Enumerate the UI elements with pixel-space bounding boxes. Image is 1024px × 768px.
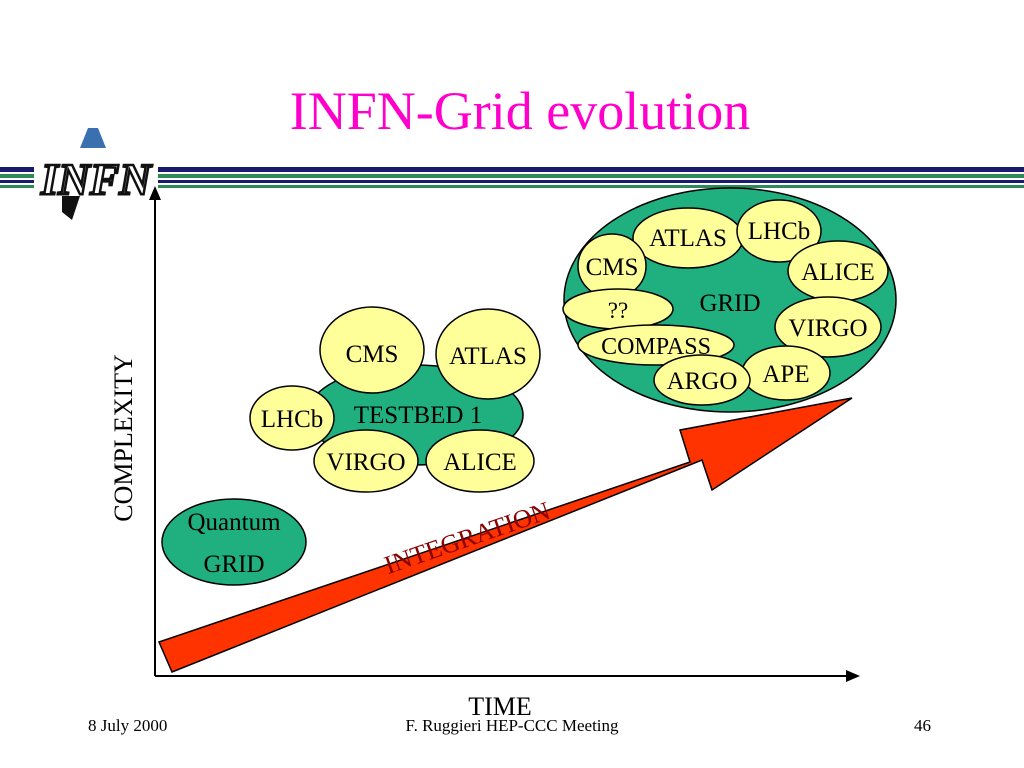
grid-member-alice: ALICE (801, 259, 875, 286)
grid-member-argo: ARGO (667, 368, 738, 395)
quantum-line-1: Quantum (187, 509, 281, 536)
grid-member-ape: APE (762, 361, 809, 388)
infn-logo: INFN (34, 128, 158, 220)
y-axis-label: COMPLEXITY (109, 354, 138, 522)
x-axis-label: TIME (468, 692, 532, 721)
testbed-label: TESTBED 1 (354, 402, 482, 429)
testbed-member-atlas: ATLAS (449, 343, 527, 370)
testbed-member-alice: ALICE (443, 449, 517, 476)
testbed-member-cms: CMS (346, 341, 399, 368)
quantum-line-2: GRID (203, 551, 264, 578)
grid-label: GRID (699, 290, 760, 317)
header-stripes (0, 167, 1024, 188)
testbed-cluster: TESTBED 1 CMS ATLAS LHCb VIRGO ALICE (249, 306, 541, 493)
grid-member-lhcb: LHCb (748, 218, 811, 245)
x-axis-arrowhead (846, 670, 860, 682)
grid-member-cms: CMS (586, 254, 639, 281)
quantum-grid-node: Quantum GRID (161, 498, 307, 586)
footer-page-number: 46 (914, 716, 931, 735)
testbed-member-lhcb: LHCb (261, 406, 324, 433)
footer-date: 8 July 2000 (88, 716, 168, 735)
grid-member-atlas: ATLAS (649, 225, 727, 252)
slide-title: INFN-Grid evolution (289, 81, 751, 141)
integration-label: INTEGRATION (381, 496, 555, 580)
grid-member-unknown: ?? (608, 298, 628, 323)
grid-cluster: GRID ATLAS LHCb CMS ALICE ?? VIRGO COMPA… (562, 187, 897, 413)
axes (149, 186, 860, 682)
grid-member-virgo: VIRGO (788, 315, 867, 342)
footer-event: F. Ruggieri HEP-CCC Meeting (405, 716, 619, 735)
infn-logo-text: INFN (40, 155, 153, 204)
integration-arrow (157, 397, 853, 673)
y-axis-arrowhead (149, 186, 161, 200)
testbed-member-virgo: VIRGO (326, 449, 405, 476)
